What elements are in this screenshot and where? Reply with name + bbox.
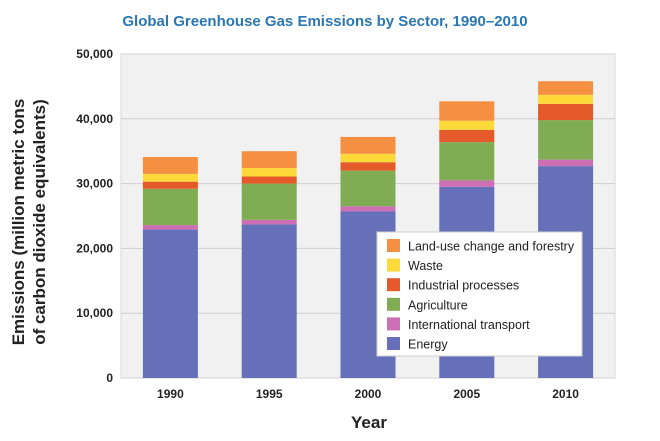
bar-segment-industrial-processes (340, 162, 396, 171)
x-axis-ticks: 1990 1995 2000 2005 2010 (157, 387, 579, 401)
y-tick-label: 10,000 (76, 306, 113, 320)
bar-segment-industrial-processes (142, 181, 198, 189)
legend-swatch (387, 278, 400, 292)
x-tick-label: 2010 (552, 387, 579, 401)
bar-segment-land-use-change-and-forestry (439, 101, 495, 121)
y-axis-title: Emissions (million metric tons of carbon… (9, 99, 49, 346)
legend-swatch (387, 297, 400, 311)
x-tick-label: 2000 (355, 387, 382, 401)
y-tick-label: 0 (106, 371, 113, 385)
bar-segment-international-transport (241, 219, 297, 225)
legend-item: Energy (387, 337, 448, 352)
bar-segment-waste (142, 173, 198, 182)
legend-item: Waste (387, 258, 443, 273)
legend-swatch (387, 317, 400, 331)
bar-segment-international-transport (340, 206, 396, 212)
chart-title: Global Greenhouse Gas Emissions by Secto… (122, 13, 527, 30)
legend-item: Agriculture (387, 297, 468, 312)
bar-segment-agriculture (340, 170, 396, 207)
y-axis-title-line1: Emissions (million metric tons (9, 99, 28, 346)
bar-segment-waste (538, 94, 594, 104)
bar-segment-land-use-change-and-forestry (142, 157, 198, 174)
bar-segment-industrial-processes (241, 176, 297, 184)
bar-segment-waste (340, 153, 396, 163)
legend-swatch (387, 239, 400, 252)
bar-segment-agriculture (241, 183, 297, 220)
legend-label: Industrial processes (408, 279, 519, 293)
legend-swatch (387, 337, 400, 350)
y-axis-title-line2: of carbon dioxide equivalents) (30, 99, 49, 345)
bar-segment-industrial-processes (538, 103, 594, 121)
bar-segment-waste (439, 120, 495, 130)
bar-segment-agriculture (439, 142, 495, 181)
x-tick-label: 1995 (256, 387, 283, 401)
y-tick-label: 30,000 (76, 177, 113, 191)
legend-label: Land-use change and forestry (408, 240, 575, 254)
bar-segment-agriculture (142, 188, 198, 226)
legend-item: International transport (387, 317, 530, 332)
bar-segment-energy (241, 224, 297, 378)
legend-item: Land-use change and forestry (387, 239, 575, 254)
legend-label: Waste (408, 259, 443, 273)
y-tick-label: 40,000 (76, 112, 113, 126)
bar-stack-1995 (241, 151, 297, 378)
bar-segment-energy (142, 229, 198, 378)
bar-segment-land-use-change-and-forestry (340, 136, 396, 154)
bar-segment-industrial-processes (439, 129, 495, 143)
bar-segment-waste (241, 168, 297, 177)
legend: Land-use change and forestry Waste Industr… (376, 231, 583, 357)
bar-segment-international-transport (538, 159, 594, 167)
bar-segment-agriculture (538, 120, 594, 160)
legend-item: Industrial processes (387, 278, 519, 293)
legend-label: Energy (408, 338, 448, 352)
x-axis-title: Year (351, 413, 387, 432)
x-tick-label: 2005 (453, 387, 480, 401)
bar-segment-international-transport (439, 180, 495, 187)
y-axis-ticks: 0 10,000 20,000 30,000 40,000 50,000 (76, 47, 113, 385)
legend-box (376, 231, 583, 357)
y-tick-label: 50,000 (76, 47, 113, 61)
legend-swatch (387, 258, 400, 272)
y-tick-label: 20,000 (76, 241, 113, 255)
legend-label: Agriculture (408, 298, 468, 312)
bar-segment-land-use-change-and-forestry (538, 81, 594, 95)
x-tick-label: 1990 (157, 387, 184, 401)
bar-segment-land-use-change-and-forestry (241, 151, 297, 169)
bar-segment-international-transport (142, 225, 198, 230)
legend-label: International transport (408, 318, 530, 332)
bar-stack-1990 (142, 157, 198, 378)
